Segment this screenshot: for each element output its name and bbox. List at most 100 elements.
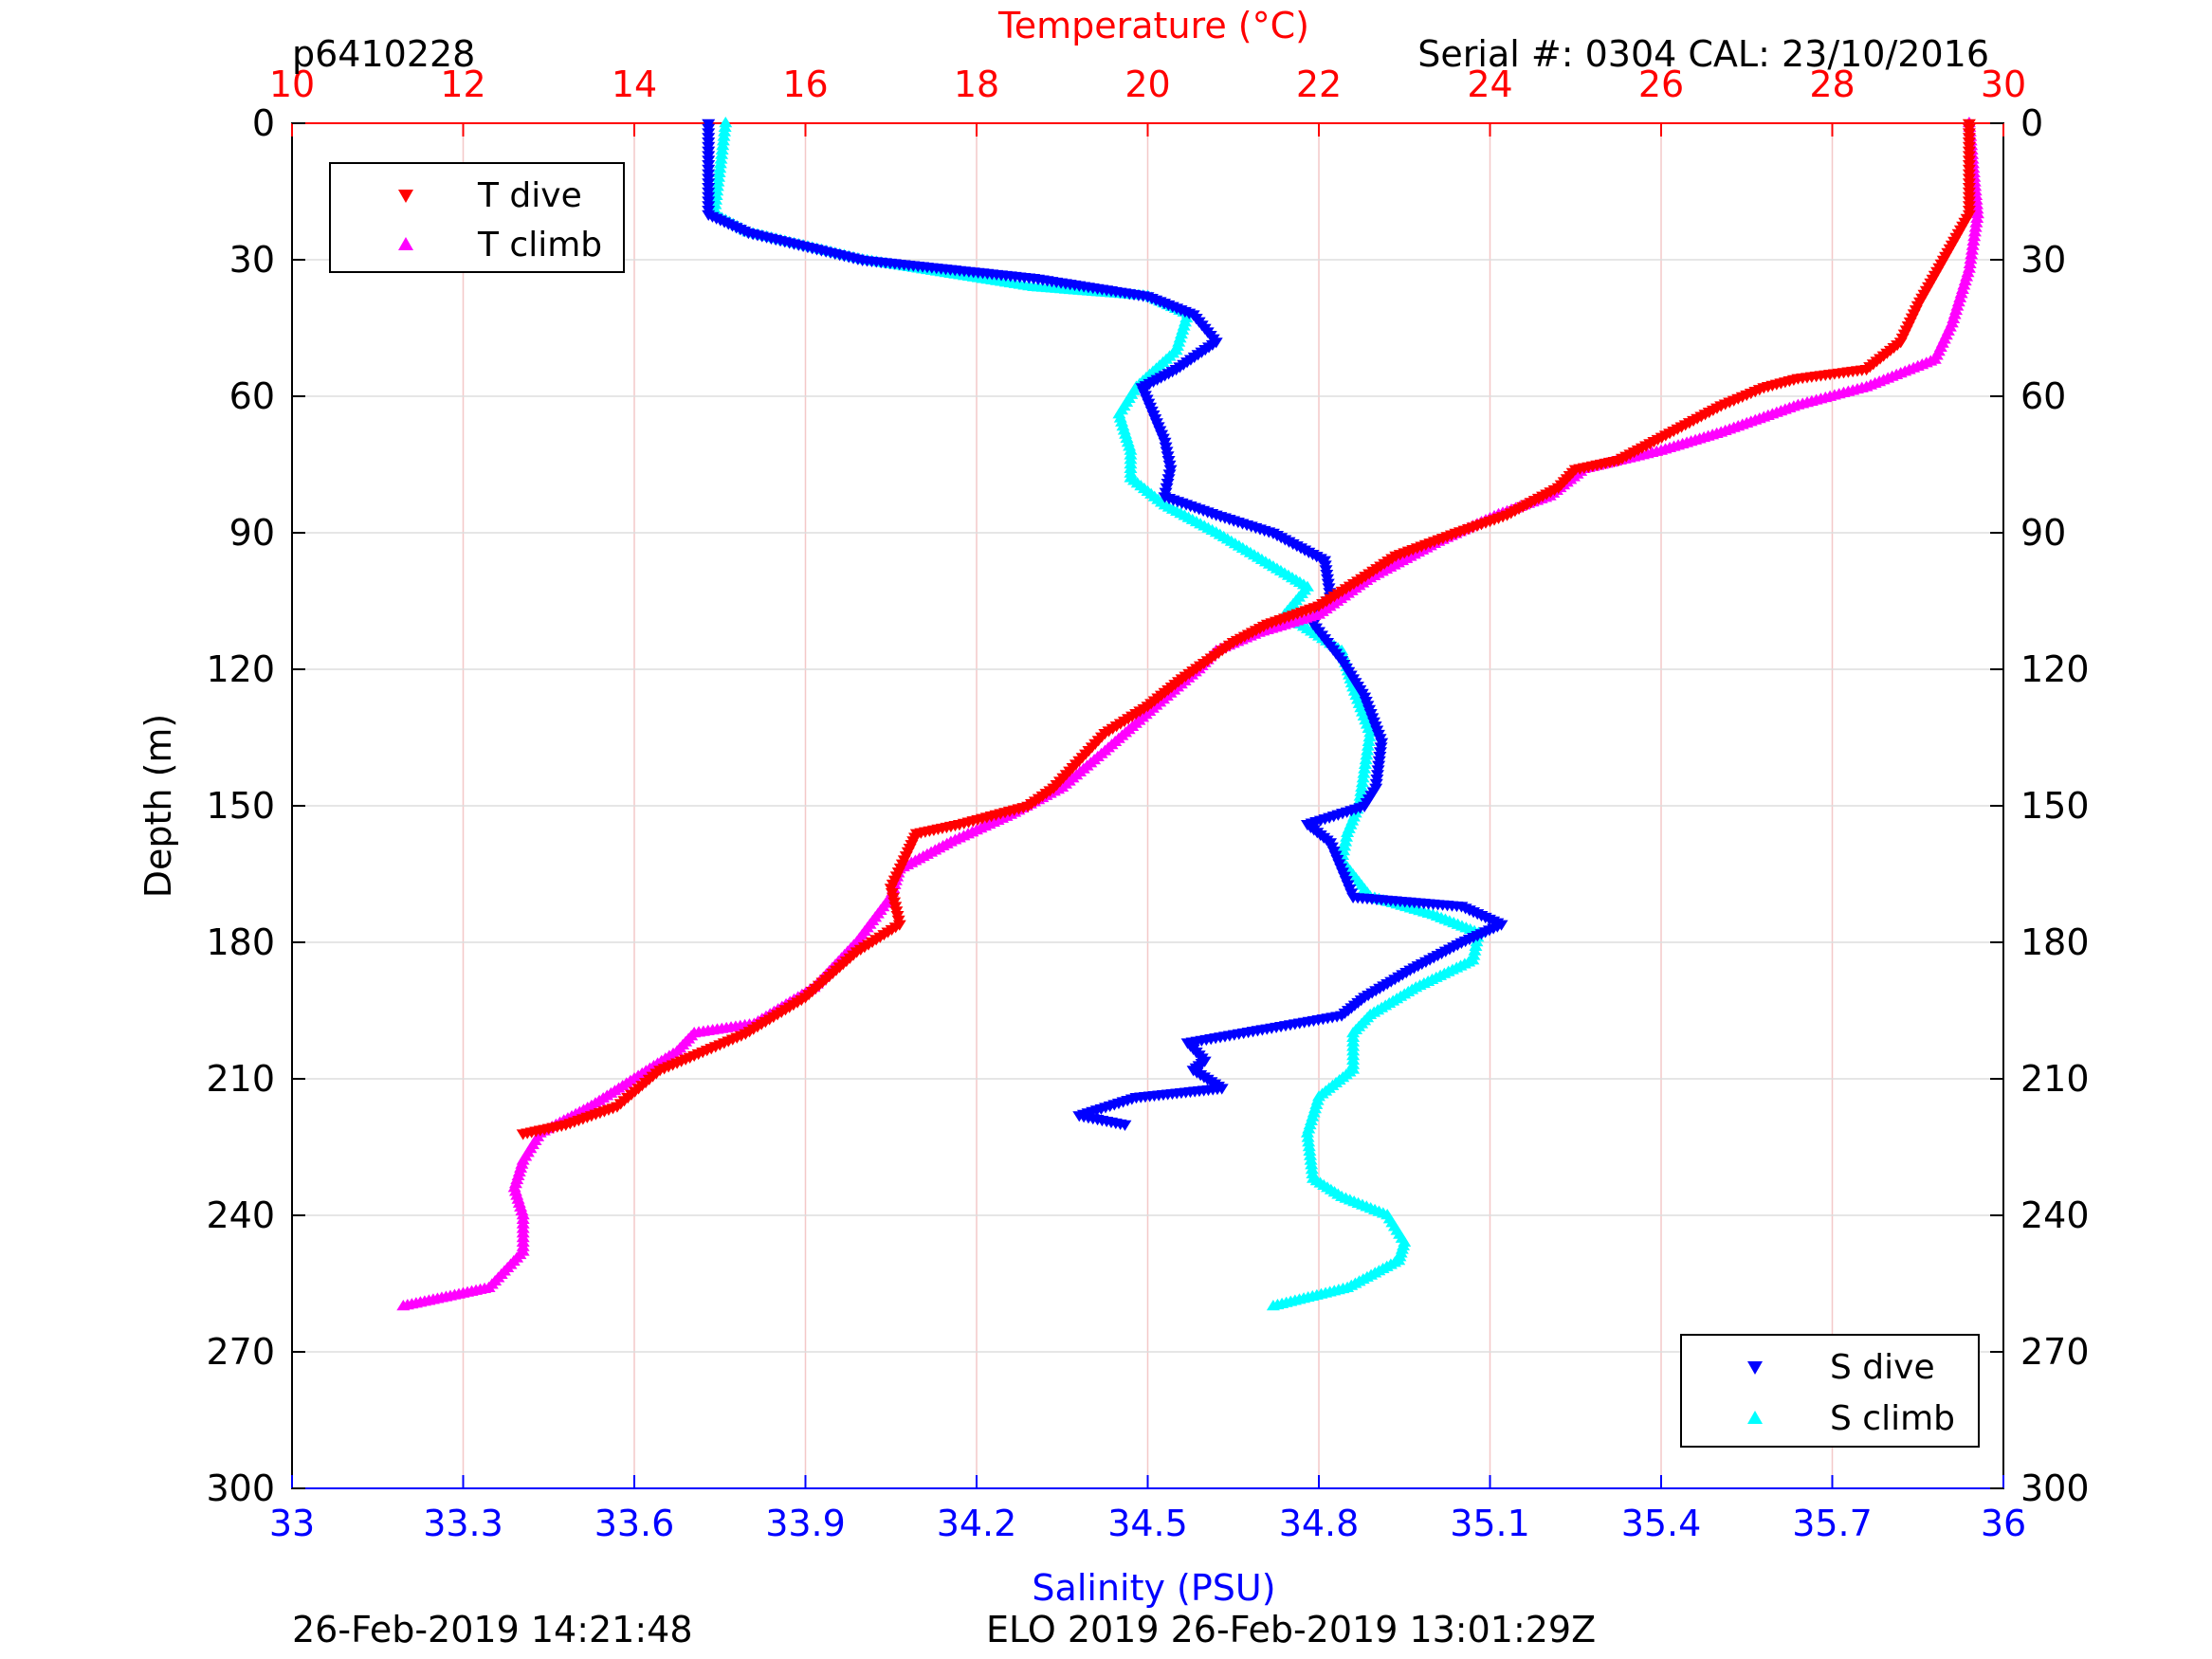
- depth-tick-label-right: 270: [2020, 1331, 2090, 1373]
- depth-tick-label-right: 210: [2020, 1058, 2090, 1100]
- marker-s-climb: [1470, 936, 1484, 947]
- marker-s-climb: [716, 135, 730, 146]
- temperature-axis-title: Temperature (°C): [997, 5, 1309, 46]
- depth-axis-title: Depth (m): [137, 714, 179, 899]
- depth-tick-label-right: 300: [2020, 1468, 2090, 1509]
- marker-t-climb: [1969, 216, 1983, 228]
- marker-s-climb: [1359, 754, 1373, 765]
- temperature-tick-label: 20: [1124, 64, 1170, 105]
- marker-t-climb: [1970, 211, 1984, 223]
- marker-s-climb: [1360, 749, 1374, 760]
- marker-s-climb: [1469, 939, 1483, 951]
- marker-t-climb: [1964, 253, 1978, 264]
- marker-t-climb: [1968, 221, 1983, 232]
- marker-s-climb: [717, 130, 731, 141]
- depth-tick-label-left: 270: [206, 1331, 275, 1373]
- legend-s-dive-marker: [1747, 1361, 1763, 1375]
- marker-t-climb: [1965, 244, 1979, 255]
- marker-s-climb: [1305, 1163, 1319, 1175]
- footer-timestamp: 26-Feb-2019 14:21:48: [292, 1609, 693, 1650]
- legend-t-dive-marker: [398, 190, 413, 203]
- legend-s-climb-label: S climb: [1830, 1399, 1955, 1438]
- marker-s-climb: [719, 117, 733, 128]
- depth-tick-label-left: 210: [206, 1058, 275, 1100]
- marker-t-climb: [1965, 239, 1980, 250]
- data-marks: [396, 117, 1984, 1311]
- marker-s-climb: [718, 125, 732, 137]
- legend-temperature: T dive T climb: [329, 162, 625, 273]
- marker-t-climb: [396, 1300, 411, 1311]
- marker-s-climb: [1353, 790, 1367, 801]
- marker-s-climb: [713, 162, 727, 173]
- temperature-tick-label: 14: [612, 64, 657, 105]
- axis-ticks: 10 12 14 16 18 20 22 24 26 28 30 33 33.3 33.6 33.9 34.2…: [206, 64, 2089, 1544]
- serial-calibration: Serial #: 0304 CAL: 23/10/2016: [1417, 33, 1989, 75]
- marker-s-climb: [1468, 944, 1482, 956]
- marker-s-climb: [1305, 1158, 1319, 1170]
- marker-s-climb: [1338, 840, 1352, 851]
- depth-tick-label-left: 0: [252, 102, 275, 144]
- depth-tick-label-right: 60: [2020, 375, 2066, 417]
- marker-t-climb: [1967, 230, 1982, 242]
- temperature-tick-label: 26: [1638, 64, 1684, 105]
- depth-tick-label-left: 180: [206, 921, 275, 963]
- temperature-tick-label: 16: [782, 64, 828, 105]
- temperature-tick-label: 10: [269, 64, 315, 105]
- salinity-tick-label: 33: [269, 1503, 315, 1544]
- marker-s-climb: [1303, 1149, 1317, 1160]
- salinity-tick-label: 34.5: [1107, 1503, 1188, 1544]
- depth-tick-label-left: 90: [229, 512, 275, 554]
- marker-s-climb: [1339, 835, 1353, 847]
- marker-s-climb: [1341, 826, 1355, 837]
- marker-s-climb: [1306, 1167, 1320, 1178]
- marker-s-climb: [1356, 772, 1370, 783]
- depth-tick-label-left: 150: [206, 785, 275, 827]
- marker-s-climb: [715, 143, 729, 155]
- salinity-tick-label: 33.9: [765, 1503, 846, 1544]
- salinity-tick-label: 34.8: [1279, 1503, 1360, 1544]
- marker-s-climb: [1303, 1144, 1317, 1156]
- temperature-tick-label: 28: [1809, 64, 1855, 105]
- depth-tick-label-left: 300: [206, 1468, 275, 1509]
- marker-s-climb: [1354, 785, 1368, 796]
- salinity-tick-label: 33.3: [423, 1503, 503, 1544]
- marker-s-climb: [1361, 744, 1375, 756]
- marker-t-climb: [1967, 226, 1982, 237]
- marker-s-climb: [711, 175, 725, 187]
- marker-s-climb: [1357, 767, 1371, 778]
- depth-tick-label-right: 30: [2020, 239, 2066, 281]
- depth-tick-label-right: 150: [2020, 785, 2090, 827]
- marker-s-climb: [715, 148, 729, 159]
- marker-s-climb: [1301, 1131, 1315, 1142]
- legend-s-climb-marker: [1747, 1411, 1763, 1424]
- marker-s-climb: [1363, 726, 1378, 738]
- temperature-tick-label: 22: [1296, 64, 1342, 105]
- marker-t-climb: [1965, 248, 1979, 260]
- salinity-tick-label: 33.6: [594, 1503, 675, 1544]
- salinity-tick-label: 34.2: [937, 1503, 1017, 1544]
- temperature-tick-label: 18: [954, 64, 999, 105]
- salinity-tick-label: 35.4: [1621, 1503, 1702, 1544]
- legend-salinity: S dive S climb: [1680, 1334, 1980, 1448]
- marker-s-climb: [1300, 1126, 1314, 1138]
- marker-s-climb: [1358, 762, 1372, 774]
- depth-tick-label-right: 0: [2020, 102, 2043, 144]
- marker-s-climb: [1362, 735, 1376, 746]
- marker-t-dive: [516, 1129, 530, 1140]
- marker-t-climb: [1963, 257, 1977, 268]
- salinity-tick-label: 35.1: [1450, 1503, 1530, 1544]
- salinity-tick-label: 35.7: [1792, 1503, 1873, 1544]
- legend-t-climb-marker: [398, 237, 413, 250]
- temperature-tick-label: 24: [1467, 64, 1512, 105]
- marker-s-climb: [1340, 830, 1354, 842]
- depth-tick-label-left: 30: [229, 239, 275, 281]
- profile-id: p6410228: [292, 33, 475, 75]
- marker-s-climb: [1355, 780, 1369, 792]
- marker-s-climb: [1362, 731, 1377, 742]
- depth-tick-label-left: 60: [229, 375, 275, 417]
- footer-mission: ELO 2019 26-Feb-2019 13:01:29Z: [986, 1609, 1596, 1650]
- marker-s-climb: [716, 139, 730, 151]
- legend-t-dive-label: T dive: [477, 176, 582, 215]
- marker-s-climb: [1266, 1300, 1280, 1311]
- grid: [292, 123, 2003, 1488]
